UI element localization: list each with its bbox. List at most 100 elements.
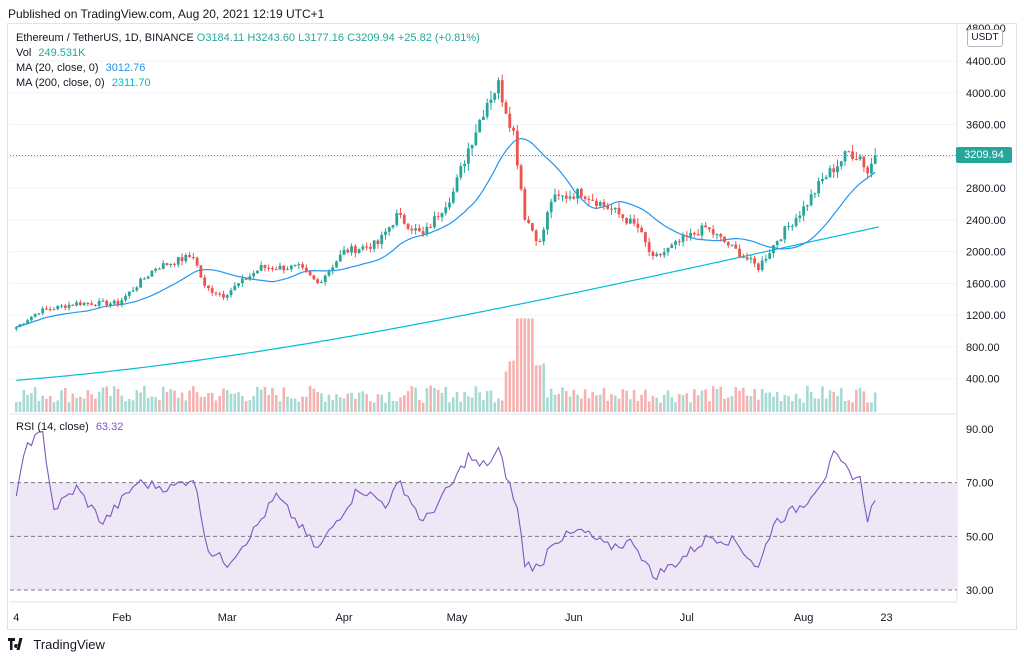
candle [207, 285, 210, 291]
candle [109, 301, 112, 308]
volume-bar [704, 389, 707, 412]
legend-ma20[interactable]: MA (20, close, 0) 3012.76 [16, 62, 145, 74]
candle [549, 198, 553, 219]
volume-bar [376, 394, 380, 412]
volume-bar [613, 395, 617, 412]
volume-bar [154, 397, 157, 412]
candle [448, 197, 451, 210]
candle [240, 274, 244, 288]
price-tick-label: 400.00 [966, 374, 1000, 386]
candle [726, 241, 730, 248]
volume-bar [316, 392, 319, 412]
candle [199, 265, 203, 278]
volume-bar [45, 398, 48, 412]
candle [821, 172, 824, 185]
legend-rsi[interactable]: RSI (14, close) 63.32 [16, 421, 123, 433]
candle [41, 306, 45, 316]
candle [779, 238, 783, 242]
legend-volume[interactable]: Vol 249.531K [16, 47, 85, 59]
volume-bar [259, 389, 263, 412]
volume-bar [335, 394, 338, 412]
volume-bar [37, 400, 41, 412]
volume-bar [779, 401, 783, 412]
volume-bar [632, 390, 636, 412]
volume-bar [764, 392, 768, 412]
volume-bar [131, 400, 135, 412]
volume-bar [636, 400, 640, 412]
currency-button[interactable]: USDT [967, 29, 1003, 47]
candle [316, 277, 320, 285]
low-value: L3177.16 [298, 32, 345, 44]
candle [195, 256, 199, 268]
candle [587, 195, 591, 206]
volume-bar [120, 395, 124, 412]
candle [817, 177, 821, 197]
volume-bar [644, 389, 647, 412]
candle [760, 256, 764, 272]
volume-bar [41, 395, 44, 412]
volume-bar [203, 396, 206, 412]
volume-bar [806, 385, 809, 412]
volume-bar [146, 397, 150, 412]
volume-bar [489, 390, 493, 412]
volume-bar [459, 401, 463, 412]
volume-bar [843, 401, 847, 412]
volume-bar [870, 402, 873, 412]
candle [504, 99, 508, 115]
candle [764, 254, 768, 264]
candle [357, 248, 361, 254]
legend-ma200[interactable]: MA (200, close, 0) 2311.70 [16, 77, 151, 89]
chart-container[interactable] [7, 23, 1017, 630]
volume-bar [207, 393, 210, 412]
volume-bar [63, 388, 67, 412]
volume-bar [218, 395, 222, 412]
price-axis[interactable]: 400.00 800.00 1200.00 1600.00 2000.00 2400.00… [966, 23, 1006, 597]
volume-bar [598, 394, 602, 412]
rsi-line [15, 430, 876, 581]
candles[interactable] [14, 74, 877, 332]
candle [289, 264, 293, 272]
volume-bar [365, 394, 368, 412]
candle [180, 253, 184, 266]
volume-bar [753, 389, 756, 412]
candle [440, 212, 444, 222]
volume-bar [225, 389, 229, 412]
candle [836, 159, 839, 178]
volume-bar [534, 365, 538, 412]
volume-bar [696, 395, 700, 412]
volume-bar [342, 398, 346, 412]
time-axis[interactable]: 4 Feb Mar Apr May Jun Jul Aug 23 [13, 612, 892, 624]
volume-bars [15, 318, 877, 412]
candle [696, 229, 700, 236]
volume-bar [429, 385, 432, 412]
candle [542, 226, 546, 246]
candle [63, 303, 67, 311]
footer-brand[interactable]: TradingView [8, 637, 105, 653]
volume-bar [357, 392, 361, 412]
volume-bar [757, 399, 760, 412]
volume-bar [361, 391, 365, 412]
volume-bar [561, 387, 564, 412]
ma20-label: MA (20, close, 0) [16, 62, 99, 74]
tradingview-logo-icon [8, 638, 26, 653]
time-tick-label: May [447, 612, 468, 624]
candle [843, 150, 847, 166]
volume-bar [331, 399, 335, 412]
candle [176, 256, 180, 268]
rsi-value: 63.32 [95, 421, 124, 433]
volume-bar [651, 395, 655, 412]
candle [610, 204, 613, 215]
volume-bar [248, 400, 252, 412]
volume-bar [192, 386, 195, 412]
candle [832, 164, 836, 178]
volume-bar [666, 390, 670, 412]
volume-bar [723, 398, 726, 412]
volume-bar [278, 401, 282, 412]
volume-bar [143, 386, 146, 412]
volume-bar [305, 396, 308, 412]
volume-bar [519, 318, 523, 412]
candle [391, 224, 395, 230]
volume-bar [105, 386, 109, 412]
candle [794, 213, 798, 228]
